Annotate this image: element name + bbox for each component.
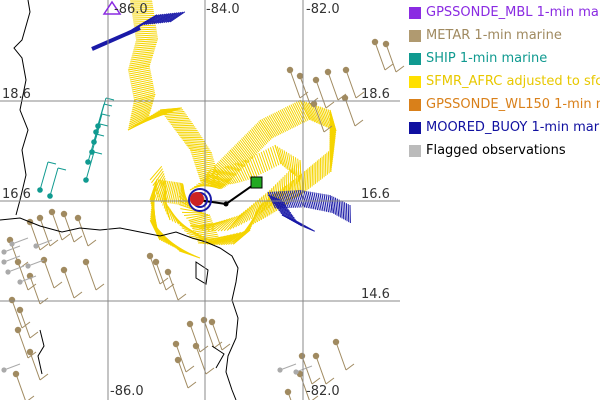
- lat-tick-right-3: 14.6: [361, 287, 390, 302]
- legend-swatch-metar: [409, 30, 421, 42]
- storm-track: [188, 176, 263, 212]
- legend-item-gpssonde-wl150[interactable]: GPSSONDE_WL150 1-min marine: [408, 94, 600, 117]
- legend-item-sfmr[interactable]: SFMR_AFRC adjusted to sfc: [408, 71, 600, 94]
- legend-swatch-gpssonde-mbl: [409, 7, 421, 19]
- legend-label-flagged: Flagged observations: [426, 143, 566, 158]
- storm-center-marker[interactable]: [190, 192, 204, 206]
- lon-tick-top-partial: -86.0: [114, 2, 148, 17]
- legend-item-flagged[interactable]: Flagged observations: [408, 140, 600, 163]
- flagged-barbs: [1, 237, 313, 375]
- lon-tick-bottom-1: -86.0: [110, 384, 144, 399]
- legend-label-gpssonde-wl150: GPSSONDE_WL150 1-min marine: [426, 97, 600, 112]
- target-square-marker[interactable]: [250, 176, 263, 189]
- legend-swatch-gpssonde-wl150: [409, 99, 421, 111]
- legend-item-ship[interactable]: SHIP 1-min marine: [408, 48, 600, 71]
- gpssonde-mbl-marker[interactable]: [102, 0, 122, 15]
- legend-item-moored-buoy[interactable]: MOORED_BUOY 1-min marine: [408, 117, 600, 140]
- lat-tick-left-2: 16.6: [2, 187, 31, 202]
- legend-swatch-ship: [409, 53, 421, 65]
- legend-label-moored-buoy: MOORED_BUOY 1-min marine: [426, 120, 600, 135]
- lon-tick-bottom-2: -82.0: [306, 384, 340, 399]
- legend-swatch-moored-buoy: [409, 122, 421, 134]
- lat-tick-right-2: 16.6: [361, 187, 390, 202]
- legend-swatch-sfmr: [409, 76, 421, 88]
- legend-label-metar: METAR 1-min marine: [426, 28, 562, 43]
- lat-tick-left-1: 18.6: [2, 87, 31, 102]
- legend-item-metar[interactable]: METAR 1-min marine: [408, 25, 600, 48]
- coastline: [0, 0, 239, 400]
- graticule: [0, 0, 400, 400]
- lon-ticks-top: -86.0 -84.0 -82.0: [114, 2, 340, 17]
- lat-ticks: 18.6 18.6 16.6 16.6 14.6: [2, 87, 390, 302]
- moored-buoy-barbs: [91, 11, 351, 232]
- legend: GPSSONDE_MBL 1-min marine METAR 1-min ma…: [408, 2, 600, 163]
- legend-swatch-flagged: [409, 145, 421, 157]
- lat-tick-right-1: 18.6: [361, 87, 390, 102]
- legend-item-gpssonde-mbl[interactable]: GPSSONDE_MBL 1-min marine: [408, 2, 600, 25]
- legend-label-gpssonde-mbl: GPSSONDE_MBL 1-min marine: [426, 5, 600, 20]
- sfmr-wind-barbs: [127, 0, 337, 259]
- lon-tick-top-1: -84.0: [206, 2, 240, 17]
- legend-label-ship: SHIP 1-min marine: [426, 51, 548, 66]
- lon-tick-top-2: -82.0: [306, 2, 340, 17]
- ship-barbs: [37, 97, 115, 199]
- legend-label-sfmr: SFMR_AFRC adjusted to sfc: [426, 74, 600, 89]
- lon-ticks-bottom: -86.0 -82.0: [110, 384, 340, 399]
